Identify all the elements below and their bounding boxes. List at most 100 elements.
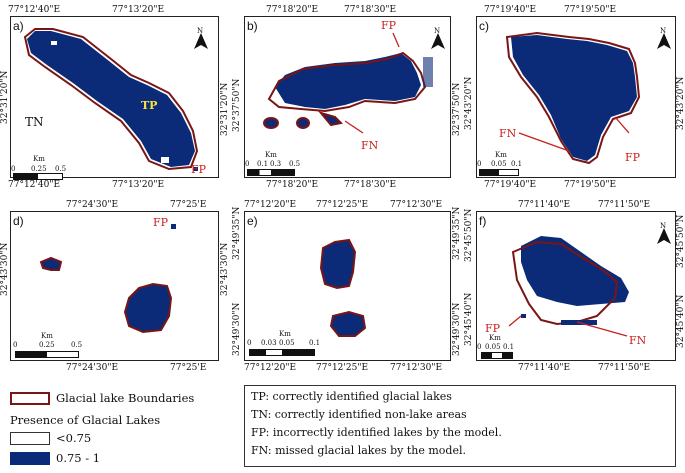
lake-map-b — [263, 32, 433, 134]
arrow — [518, 132, 570, 152]
coord-label: 77°13'20"E — [112, 180, 165, 190]
scale-bar — [15, 351, 79, 358]
coord-label: 32°37'50"N — [452, 82, 462, 136]
fp-pixels — [423, 57, 433, 87]
coord-label: 32°37'50"N — [232, 78, 242, 132]
coord-label: 32°43'20"N — [464, 76, 474, 130]
coord-label: 77°25'E — [170, 200, 207, 210]
lake-detected — [275, 53, 421, 109]
lake-detected — [511, 35, 637, 161]
coord-label: 77°24'30"E — [66, 200, 119, 210]
coord-label: 32°45'50"N — [464, 208, 474, 262]
definition-tp: TP: correctly identified glacial lakes — [251, 390, 452, 403]
scale-tick: 0.5 — [289, 160, 301, 168]
panel-label: c) — [479, 19, 489, 33]
coord-label: 32°45'50"N — [676, 214, 685, 268]
fp-label: FP — [625, 151, 641, 164]
fn-label: FN — [629, 334, 647, 347]
fp-pixel — [193, 167, 198, 171]
definition-tn: TN: correctly identified non-lake areas — [251, 408, 467, 421]
tn-label: TN — [25, 115, 44, 129]
coord-label: 32°49'35"N — [452, 206, 462, 260]
map-frame: b) FP FN N Km 0 0.1 0.3 0.5 — [244, 16, 451, 178]
scale-tick: 0 — [247, 339, 252, 347]
legend: Glacial lake Boundaries Presence of Glac… — [8, 389, 222, 469]
coord-label: 77°18'30"E — [344, 180, 397, 190]
coord-label: 77°11'50"E — [598, 200, 651, 210]
lake-map-f — [508, 236, 629, 337]
lake-small — [296, 117, 310, 129]
coord-label: 32°49'30"N — [232, 302, 242, 356]
north-arrow-icon: N — [431, 27, 445, 51]
coord-label: 77°19'40"E — [484, 180, 537, 190]
coord-label: 77°12'40"E — [8, 180, 61, 190]
map-frame: e) Km 0 0.03 0.05 0.1 — [244, 211, 451, 361]
scale-tick: 0.1 — [511, 160, 523, 168]
panel-label: e) — [247, 214, 258, 228]
coord-label: 32°49'35"N — [232, 206, 242, 260]
coord-label: 77°11'40"E — [518, 363, 571, 373]
coord-label: 77°12'25"E — [316, 363, 369, 373]
scale-bar — [247, 169, 295, 176]
panel-label: d) — [13, 214, 24, 228]
scale-tick: 0.1 — [503, 343, 515, 351]
scale-tick: 0 — [477, 160, 482, 168]
lake-gap — [161, 157, 169, 163]
coord-label: 77°18'20"E — [266, 5, 319, 15]
coord-label: 32°49'30"N — [452, 302, 462, 356]
fp-pixel — [521, 314, 526, 318]
coord-label: 77°18'20"E — [266, 180, 319, 190]
coord-label: 77°11'40"E — [518, 200, 571, 210]
scale-bar — [481, 352, 513, 359]
coord-label: 77°12'25"E — [316, 200, 369, 210]
legend-low-label: <0.75 — [56, 431, 92, 445]
coord-label: 77°12'40"E — [8, 5, 61, 15]
legend-high-label: 0.75 - 1 — [56, 451, 101, 465]
map-frame: d) FP Km 0 0.25 0.5 — [10, 211, 219, 361]
scale-tick: 0 — [477, 343, 482, 351]
scale-tick: 0.05 — [491, 160, 507, 168]
scale-unit: Km — [41, 332, 53, 340]
low-class-swatch — [10, 432, 50, 445]
scale-bar — [479, 169, 519, 176]
scale-unit: Km — [33, 155, 45, 163]
scale-tick: 0.5 — [71, 341, 83, 349]
map-frame: a) TP TN FP N Km 0 0.25 0.5 — [10, 16, 219, 180]
scale-tick: 0.05 — [279, 339, 295, 347]
coord-label: 32°43'30"N — [220, 242, 230, 296]
coord-label: 32°43'20"N — [676, 76, 685, 130]
coord-label: 77°18'30"E — [344, 5, 397, 15]
lake-map-e — [319, 238, 367, 337]
coord-label: 77°12'30"E — [390, 200, 443, 210]
scale-unit: Km — [279, 330, 291, 338]
scale-tick: 0.1 — [257, 160, 269, 168]
coord-label: 77°13'20"E — [112, 5, 165, 15]
lake-boundary — [505, 31, 641, 165]
coord-label: 77°11'50"E — [598, 363, 651, 373]
coord-label: 32°45'40"N — [464, 292, 474, 346]
scale-tick: 0 — [245, 160, 250, 168]
scale-tick: 0.25 — [31, 165, 47, 173]
north-arrow-icon: N — [194, 27, 208, 51]
scale-tick: 0.25 — [39, 341, 55, 349]
lake-detected — [27, 31, 195, 167]
arrow — [344, 120, 364, 134]
scale-tick: 0.3 — [270, 160, 282, 168]
definitions-box: TP: correctly identified glacial lakes T… — [244, 385, 676, 467]
scale-unit: Km — [489, 334, 501, 342]
scale-tick: 0.03 — [261, 339, 277, 347]
scale-unit: Km — [495, 151, 507, 159]
fp-pixel — [171, 224, 176, 229]
lake-small — [318, 111, 344, 127]
arrow — [392, 32, 400, 48]
map-frame: f) FP FN N Km 0 0.05 0.1 — [476, 211, 676, 361]
coord-label: 32°31'20"N — [220, 82, 230, 136]
fn-label: FN — [361, 139, 379, 152]
high-class-swatch — [10, 452, 50, 465]
north-arrow-icon: N — [657, 27, 671, 51]
scale-bar — [13, 173, 63, 180]
coord-label: 77°12'20"E — [244, 363, 297, 373]
scale-tick: 0 — [13, 341, 18, 349]
north-arrow-icon: N — [657, 222, 671, 246]
coord-label: 77°19'50"E — [564, 180, 617, 190]
